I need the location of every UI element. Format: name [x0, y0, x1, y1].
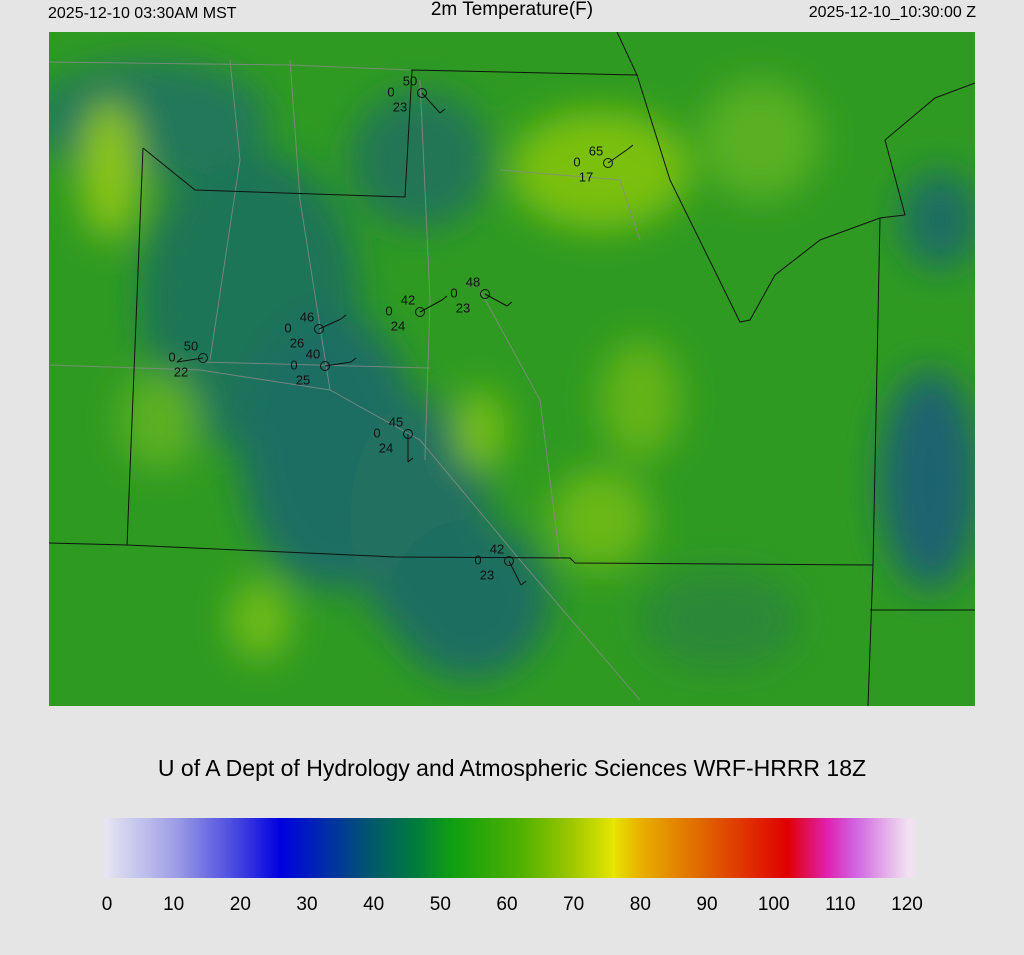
colorbar-tick-label: 0: [102, 894, 113, 915]
station: 46 026: [284, 309, 347, 350]
colorbar-tick-label: 80: [630, 894, 651, 915]
station-circle: [415, 307, 425, 317]
dewpoint: 25: [296, 372, 310, 387]
colorbar-tick-label: 100: [758, 894, 790, 915]
station-value: 0: [387, 84, 394, 99]
station-value: 0: [573, 154, 580, 169]
wind-barb-tick: [627, 144, 634, 150]
station: 50 022: [168, 338, 208, 379]
temperature: 46: [300, 309, 314, 324]
footer: U of A Dept of Hydrology and Atmospheric…: [158, 755, 866, 781]
station-value: 0: [290, 357, 297, 372]
wind-barb-tick: [350, 357, 357, 363]
dewpoint: 26: [290, 335, 304, 350]
wind-barb-tick: [506, 301, 513, 307]
station: 45 024: [373, 414, 414, 463]
colorbar-tick-label: 120: [891, 894, 923, 915]
station-plots: 5002365017480234202446026400255002245024…: [168, 73, 634, 586]
temperature: 45: [389, 414, 403, 429]
wind-barb-tick: [340, 314, 347, 320]
title: 2m Temperature(F): [431, 0, 593, 20]
colorbar-tick-label: 20: [230, 894, 251, 915]
colorbar-tick-label: 40: [363, 894, 384, 915]
map: [49, 32, 975, 706]
temperature: 50: [184, 338, 198, 353]
dewpoint: 23: [456, 300, 470, 315]
station: 40 025: [290, 346, 357, 387]
station-circle: [198, 353, 208, 363]
boundaries: [49, 32, 975, 706]
station: 48 023: [450, 274, 513, 315]
station-circle: [480, 289, 490, 299]
wind-barb-tick: [407, 457, 414, 463]
colorbar-ticks: 0 10 20 30 40 50 60 70 80 90 100 110 120: [102, 894, 923, 915]
colorbar-tick-label: 60: [496, 894, 517, 915]
dewpoint: 23: [480, 567, 494, 582]
wind-barb-tick: [439, 108, 446, 114]
temperature: 65: [589, 143, 603, 158]
station-value: 0: [385, 303, 392, 318]
colorbar-tick-label: 110: [825, 894, 855, 915]
dewpoint: 23: [393, 99, 407, 114]
station: 42 023: [474, 541, 527, 586]
colorbar-tick-label: 70: [563, 894, 584, 915]
colorbar-tick-label: 50: [430, 894, 451, 915]
station-value: 0: [373, 425, 380, 440]
colorbar-tick-label: 90: [696, 894, 717, 915]
wind-barb-tick: [520, 580, 527, 586]
station-circle: [403, 429, 413, 439]
station-value: 0: [474, 552, 481, 567]
temperature: 42: [490, 541, 504, 556]
temperature: 48: [466, 274, 480, 289]
dewpoint: 22: [174, 364, 188, 379]
station: 50 023: [387, 73, 446, 114]
dewpoint: 24: [379, 440, 393, 455]
dewpoint: 24: [391, 318, 405, 333]
station-circle: [314, 324, 324, 334]
station-value: 0: [284, 320, 291, 335]
roads: [49, 59, 641, 701]
local-time: 2025-12-10 03:30AM MST: [48, 5, 237, 22]
temperature-field: [49, 60, 975, 680]
wind-barb-tick: [176, 357, 183, 363]
wind-barb: [607, 148, 629, 164]
colorbar-tick-label: 10: [163, 894, 184, 915]
station-circle: [504, 556, 514, 566]
station-value: 0: [168, 349, 175, 364]
wind-barb: [318, 318, 342, 330]
temperature: 40: [306, 346, 320, 361]
colorbar: [104, 818, 914, 878]
station-circle: [417, 88, 427, 98]
valid-time: 2025-12-10_10:30:00 Z: [809, 4, 976, 21]
station: 42 024: [385, 292, 448, 333]
dewpoint: 17: [579, 169, 593, 184]
colorbar-tick-label: 30: [296, 894, 317, 915]
wind-barb-tick: [441, 295, 448, 301]
temperature: 42: [401, 292, 415, 307]
station-circle: [320, 361, 330, 371]
temperature: 50: [403, 73, 417, 88]
station-value: 0: [450, 285, 457, 300]
station: 65 017: [573, 143, 634, 184]
station-circle: [603, 158, 613, 168]
